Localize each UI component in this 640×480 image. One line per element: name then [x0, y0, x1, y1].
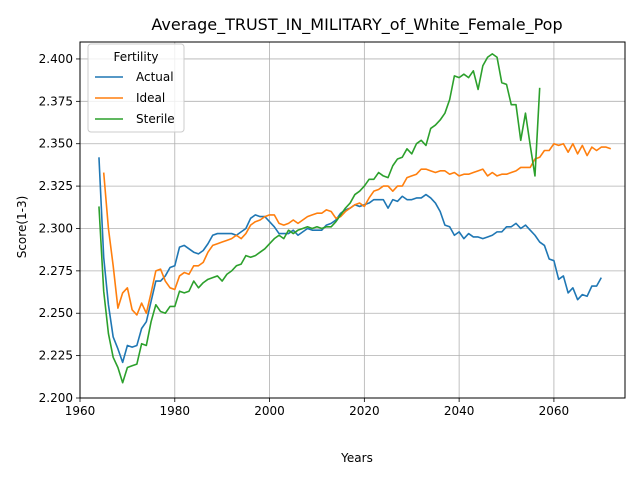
y-tick-label: 2.400 [39, 52, 73, 66]
series-line-ideal [102, 142, 612, 316]
series-line-sterile [98, 53, 541, 384]
x-tick-label: 1980 [160, 404, 191, 418]
grid-lines [79, 42, 625, 399]
legend-box [87, 43, 185, 133]
y-axis-ticks: 2.200 2.225 2.250 2.275 2.300 2.325 2.350 2.375… [39, 52, 80, 405]
y-tick-label: 2.325 [39, 179, 73, 193]
x-tick-label: 1960 [65, 404, 96, 418]
legend-label-actual: Actual [136, 70, 174, 84]
y-tick-label: 2.200 [39, 391, 73, 405]
x-tick-label: 2060 [539, 404, 570, 418]
chart-title: Average_TRUST_IN_MILITARY_of_White_Femal… [151, 15, 562, 35]
legend-label-sterile: Sterile [136, 112, 175, 126]
legend-label-ideal: Ideal [136, 91, 165, 105]
x-axis-ticks: 1960 1980 2000 2020 2040 2060 [65, 398, 569, 418]
x-tick-label: 2020 [349, 404, 380, 418]
y-tick-label: 2.275 [39, 264, 73, 278]
series-lines [98, 53, 612, 384]
plot-frame [79, 41, 626, 399]
y-tick-label: 2.375 [39, 94, 73, 108]
y-tick-label: 2.350 [39, 137, 73, 151]
x-tick-label: 2000 [254, 404, 285, 418]
y-tick-label: 2.225 [39, 349, 73, 363]
x-tick-label: 2040 [444, 404, 475, 418]
y-axis-label: Score(1-3) [15, 196, 29, 259]
legend: Fertility Actual Ideal Sterile [87, 43, 185, 133]
y-tick-label: 2.250 [39, 306, 73, 320]
legend-title: Fertility [113, 50, 158, 64]
x-axis-label: Years [340, 451, 373, 465]
y-tick-label: 2.300 [39, 221, 73, 235]
